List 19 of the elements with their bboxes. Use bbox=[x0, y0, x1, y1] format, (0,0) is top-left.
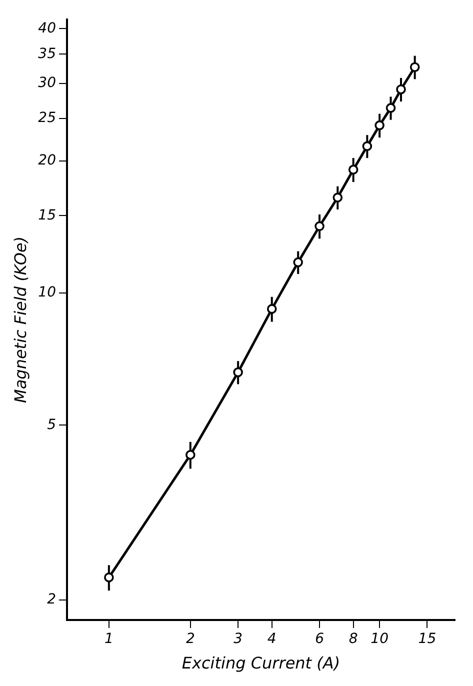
x-tick-label: 10 bbox=[370, 631, 389, 648]
y-tick-label: 20 bbox=[38, 152, 56, 169]
y-tick-label: 5 bbox=[47, 416, 56, 433]
x-tick-label: 8 bbox=[348, 631, 358, 648]
x-tick-label: 2 bbox=[186, 631, 195, 648]
y-tick-label: 30 bbox=[38, 75, 56, 92]
y-axis-title: Magnetic Field (KOe) bbox=[10, 236, 30, 403]
y-tick-label: 15 bbox=[38, 207, 56, 224]
x-tick-label: 1 bbox=[104, 631, 114, 648]
y-tick-label: 25 bbox=[38, 110, 56, 126]
x-tick-label: 15 bbox=[418, 631, 436, 648]
y-tick-label: 10 bbox=[38, 284, 56, 301]
x-tick-label: 4 bbox=[267, 631, 276, 648]
y-tick-label: 40 bbox=[38, 20, 56, 36]
y-tick-label: 35 bbox=[38, 46, 56, 62]
x-tick-label: 3 bbox=[234, 631, 243, 648]
x-axis-title: Exciting Current (A) bbox=[182, 654, 340, 673]
x-tick-label: 6 bbox=[315, 631, 324, 648]
y-tick-label: 2 bbox=[47, 592, 56, 608]
